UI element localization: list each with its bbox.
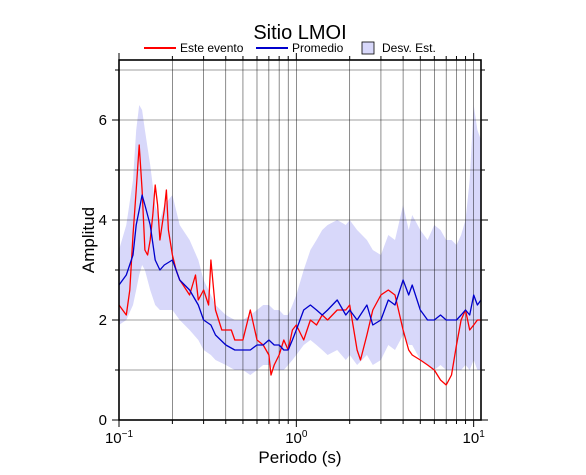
y-tick-label: 0 bbox=[99, 412, 107, 429]
x-axis-label: Periodo (s) bbox=[258, 448, 341, 467]
x-tick-label: 100 bbox=[285, 429, 308, 447]
x-tick-label-base: 10 bbox=[285, 430, 302, 447]
x-tick-label-base: 10 bbox=[105, 430, 122, 447]
chart-legend: Este evento Promedio Desv. Est. bbox=[144, 41, 436, 55]
y-axis-label: Amplitud bbox=[79, 207, 98, 273]
series-line-este-evento bbox=[119, 144, 481, 386]
legend-label: Este evento bbox=[180, 41, 244, 55]
x-tick-label: 101 bbox=[463, 429, 486, 447]
x-tick-label-exponent: 0 bbox=[302, 429, 308, 440]
x-tick-label-exponent: 1 bbox=[479, 429, 485, 440]
y-tick-label: 6 bbox=[99, 112, 107, 129]
std-dev-band bbox=[119, 105, 481, 375]
y-tick-label: 4 bbox=[99, 212, 107, 229]
chart-title: Sitio LMOI bbox=[253, 22, 346, 44]
plot-frame bbox=[118, 59, 482, 421]
legend-swatch-box bbox=[361, 41, 375, 55]
legend-label: Promedio bbox=[292, 41, 344, 55]
x-tick-label-base: 10 bbox=[463, 430, 480, 447]
legend-label: Desv. Est. bbox=[382, 41, 436, 55]
series-line-promedio bbox=[119, 194, 481, 351]
x-tick-label: 10−1 bbox=[105, 429, 134, 447]
y-tick-label: 2 bbox=[99, 312, 107, 329]
x-tick-label-exponent: −1 bbox=[122, 429, 134, 440]
